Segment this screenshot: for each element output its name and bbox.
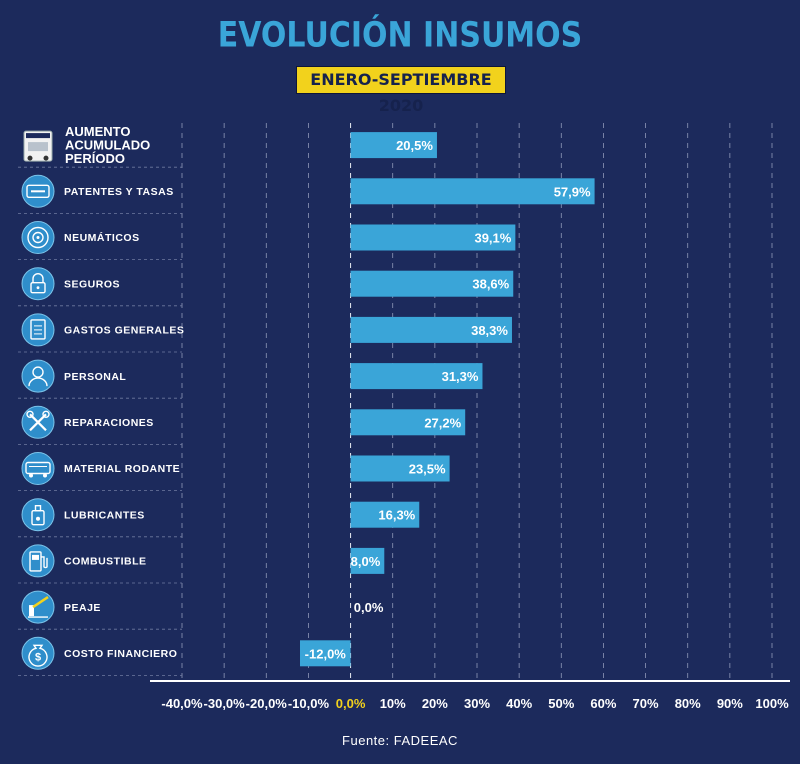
bar-value-label: 31,3%	[442, 369, 479, 384]
category-label: LUBRICANTES	[64, 509, 145, 521]
license-plate-icon	[21, 174, 55, 208]
bar-value-label: 8,0%	[351, 554, 381, 569]
category-label: COSTO FINANCIERO	[64, 648, 177, 660]
category-label: PERSONAL	[64, 371, 126, 383]
bar	[350, 132, 437, 159]
category-label: AUMENTO	[65, 124, 130, 139]
bar-value-label: 0,0%	[354, 600, 384, 615]
x-tick-label: 20%	[422, 696, 448, 711]
x-tick-label: 100%	[755, 696, 789, 711]
bar-value-label: -12,0%	[305, 646, 347, 661]
x-tick-label: 50%	[548, 696, 574, 711]
x-tick-label: -40,0%	[161, 696, 203, 711]
category-label: GASTOS GENERALES	[64, 325, 184, 337]
bar-value-label: 16,3%	[378, 508, 415, 523]
bar	[350, 316, 512, 343]
bar-value-label: 57,9%	[554, 184, 591, 199]
bar-value-label: 38,6%	[472, 277, 509, 292]
category-label: COMBUSTIBLE	[64, 556, 147, 568]
bar-value-label: 38,3%	[471, 323, 508, 338]
bar	[350, 455, 450, 482]
bar	[350, 501, 420, 528]
x-tick-label: -30,0%	[204, 696, 246, 711]
person-icon	[21, 359, 55, 393]
x-tick-label: 10%	[380, 696, 406, 711]
category-label: NEUMÁTICOS	[64, 231, 140, 244]
x-tick-label: -20,0%	[246, 696, 288, 711]
x-tick-label: -10,0%	[288, 696, 330, 711]
oil-bottle-icon	[21, 498, 55, 532]
x-tick-label: 80%	[675, 696, 701, 711]
svg-text:$: $	[35, 651, 41, 663]
bar	[350, 224, 516, 251]
money-bag-icon: $	[21, 636, 55, 670]
bar	[300, 640, 351, 667]
bus-icon	[21, 452, 55, 485]
truck-icon	[23, 130, 53, 162]
x-tick-label: 70%	[633, 696, 659, 711]
category-label: PEAJE	[64, 602, 101, 614]
category-label: PERÍODO	[65, 151, 125, 166]
source-note: Fuente: FADEEAC	[342, 733, 458, 748]
padlock-icon	[21, 267, 55, 301]
x-tick-label: 90%	[717, 696, 743, 711]
bar	[350, 547, 385, 574]
x-tick-label: 0,0%	[336, 696, 366, 711]
chart-subtitle: ENERO-SEPTIEMBRE 2020	[296, 66, 506, 115]
bar	[350, 270, 514, 297]
toll-barrier-icon	[21, 590, 55, 624]
bar-value-label: 23,5%	[409, 462, 446, 477]
category-label: PATENTES Y TASAS	[64, 186, 174, 198]
bar	[350, 409, 466, 436]
x-tick-label: 60%	[590, 696, 616, 711]
category-label: REPARACIONES	[64, 417, 154, 429]
x-tick-label: 40%	[506, 696, 532, 711]
bar	[350, 363, 483, 390]
bar-value-label: 39,1%	[474, 231, 511, 246]
category-label: ACUMULADO	[65, 138, 150, 153]
category-label: SEGUROS	[64, 278, 120, 290]
bar-value-label: 27,2%	[424, 415, 461, 430]
tools-icon	[21, 405, 55, 439]
chart-title: EVOLUCIÓN INSUMOS	[217, 15, 583, 56]
bar-value-label: 20,5%	[396, 138, 433, 153]
category-label: MATERIAL RODANTE	[64, 463, 180, 475]
tire-icon	[21, 221, 55, 254]
document-icon	[21, 313, 55, 347]
x-tick-label: 30%	[464, 696, 490, 711]
bar	[350, 178, 595, 205]
fuel-pump-icon	[21, 544, 55, 578]
